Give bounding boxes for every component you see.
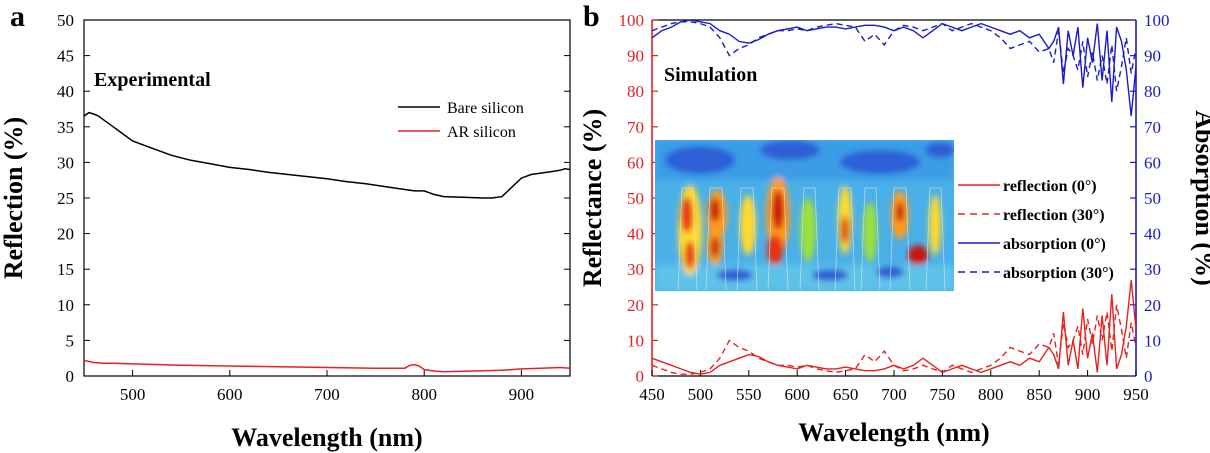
x-tick-label-500: 500: [120, 385, 146, 404]
legend-label-absorption-30: absorption (30°): [1003, 265, 1114, 282]
panel-a-letter: a: [10, 0, 25, 33]
left-y-tick-label-60: 60: [627, 153, 644, 172]
x-tick-label-950: 950: [1123, 385, 1149, 404]
right-y-tick-label-70: 70: [1144, 118, 1161, 137]
panel-b-chart: 0 10 20 30 40 50 60 70 80 90 100 0 10 20 30 40 50 60 70 80…: [578, 11, 1210, 447]
right-y-tick-label-10: 10: [1144, 331, 1161, 350]
right-y-tick-label-30: 30: [1144, 260, 1161, 279]
panel-b-right-y-axis-title: Absorption (%): [1190, 110, 1210, 286]
panel-a-x-axis-title: Wavelength (nm): [231, 423, 422, 452]
left-y-tick-label-90: 90: [627, 47, 644, 66]
y-tick-label-50: 50: [57, 11, 74, 30]
x-tick-label-500: 500: [688, 385, 714, 404]
right-y-tick-label-60: 60: [1144, 153, 1161, 172]
y-tick-label-20: 20: [57, 225, 74, 244]
left-y-tick-label-80: 80: [627, 82, 644, 101]
legend-label-reflection-30: reflection (30°): [1003, 207, 1105, 224]
panel-b-left-y-axis: 0 10 20 30 40 50 60 70 80 90 100: [619, 11, 658, 386]
series-line-absorption-30: [652, 21, 1136, 92]
panel-b-right-y-axis: 0 10 20 30 40 50 60 70 80 90 100: [1130, 11, 1170, 386]
series-line-reflection-0: [652, 279, 1136, 375]
right-y-tick-label-20: 20: [1144, 296, 1161, 315]
x-tick-label-750: 750: [930, 385, 956, 404]
x-tick-label-650: 650: [833, 385, 859, 404]
x-tick-label-800: 800: [411, 385, 437, 404]
panel-b-x-axis: 450 500 550 600 650 700 750 800 850 900 950: [639, 370, 1149, 404]
x-tick-label-850: 850: [1026, 385, 1052, 404]
right-y-tick-label-40: 40: [1144, 225, 1161, 244]
left-y-tick-label-20: 20: [627, 296, 644, 315]
x-tick-label-600: 600: [217, 385, 243, 404]
y-tick-label-0: 0: [66, 367, 75, 386]
x-tick-label-450: 450: [639, 385, 665, 404]
x-tick-label-800: 800: [978, 385, 1004, 404]
x-tick-label-700: 700: [314, 385, 340, 404]
left-y-tick-label-70: 70: [627, 118, 644, 137]
left-y-tick-label-0: 0: [636, 367, 645, 386]
series-line-bare-silicon: [84, 111, 570, 199]
left-y-tick-label-50: 50: [627, 189, 644, 208]
y-tick-label-30: 30: [57, 153, 74, 172]
panel-b-annotation: Simulation: [664, 64, 757, 86]
panel-a-series: [84, 111, 570, 373]
legend-label-bare-silicon: Bare silicon: [447, 100, 524, 117]
series-line-absorption-0: [652, 20, 1136, 117]
panel-a-y-axis: 0 5 10 15 20 25 30 35 40 45 50: [57, 11, 570, 386]
panel-b-letter: b: [583, 0, 600, 33]
x-tick-label-600: 600: [784, 385, 810, 404]
panel-b-series: [652, 20, 1136, 375]
y-tick-label-25: 25: [57, 189, 74, 208]
left-y-tick-label-100: 100: [619, 11, 645, 30]
legend-label-absorption-0: absorption (0°): [1003, 236, 1106, 253]
x-tick-label-900: 900: [1075, 385, 1101, 404]
panel-b-legend: reflection (0°) reflection (30°) absorpt…: [958, 178, 1114, 282]
right-y-tick-label-0: 0: [1144, 367, 1153, 386]
right-y-tick-label-90: 90: [1144, 47, 1161, 66]
right-y-tick-label-50: 50: [1144, 189, 1161, 208]
panel-a-annotation: Experimental: [94, 69, 211, 91]
panel-b-inset-field-map: [655, 140, 954, 291]
y-tick-label-40: 40: [57, 82, 74, 101]
left-y-tick-label-10: 10: [627, 331, 644, 350]
panel-a-x-axis: 500 600 700 800 900: [120, 370, 534, 404]
panel-b-x-axis-title: Wavelength (nm): [798, 418, 989, 447]
legend-label-reflection-0: reflection (0°): [1003, 178, 1097, 195]
y-tick-label-5: 5: [66, 331, 75, 350]
y-tick-label-10: 10: [57, 296, 74, 315]
panel-b-left-y-axis-title: Reflectance (%): [578, 109, 607, 287]
series-line-ar-silicon: [84, 359, 570, 373]
left-y-tick-label-40: 40: [627, 225, 644, 244]
series-line-reflection-30: [652, 304, 1136, 375]
left-y-tick-label-30: 30: [627, 260, 644, 279]
x-tick-label-700: 700: [881, 385, 907, 404]
x-tick-label-900: 900: [509, 385, 535, 404]
y-tick-label-35: 35: [57, 118, 74, 137]
right-y-tick-label-100: 100: [1144, 11, 1170, 30]
panel-a-chart: 0 5 10 15 20 25 30 35 40 45 50 500 600 700 800 900 Exp…: [0, 11, 571, 452]
y-tick-label-45: 45: [57, 47, 74, 66]
x-tick-label-550: 550: [736, 385, 762, 404]
legend-label-ar-silicon: AR silicon: [447, 124, 516, 141]
panel-a-y-axis-title: Reflection (%): [0, 117, 28, 279]
panel-a-legend: Bare silicon AR silicon: [398, 100, 524, 141]
y-tick-label-15: 15: [57, 260, 74, 279]
right-y-tick-label-80: 80: [1144, 82, 1161, 101]
